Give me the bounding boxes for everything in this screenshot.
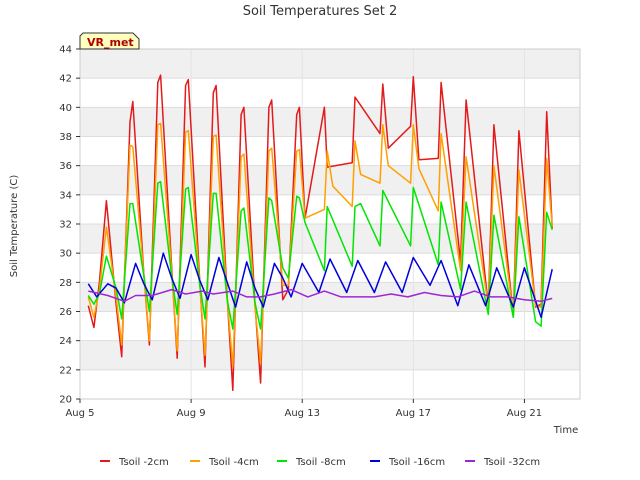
y-tick-label: 32 xyxy=(59,220,72,231)
y-tick-label: 40 xyxy=(59,103,72,114)
series-layer xyxy=(87,74,553,392)
x-tick-label: Aug 13 xyxy=(285,408,320,419)
x-tick-label: Aug 21 xyxy=(507,408,542,419)
badge-box xyxy=(79,32,140,50)
plot-band xyxy=(80,49,580,79)
legend-item: Tsoil -16cm xyxy=(370,457,445,468)
y-tick-label: 44 xyxy=(59,45,72,56)
x-tick-label: Aug 9 xyxy=(177,408,206,419)
y-tick-label: 36 xyxy=(59,161,72,172)
legend-label: Tsoil -32cm xyxy=(483,457,540,468)
y-tick-label: 24 xyxy=(59,336,72,347)
series-line-5 xyxy=(88,288,553,303)
series-line-4 xyxy=(87,252,553,319)
y-tick-label: 42 xyxy=(59,74,72,85)
y-tick-label: 30 xyxy=(59,249,72,260)
legend-label: Tsoil -16cm xyxy=(388,457,445,468)
chart-title: Soil Temperatures Set 2 xyxy=(243,4,398,19)
y-tick-label: 28 xyxy=(59,278,72,289)
x-tick-label: Aug 5 xyxy=(65,408,94,419)
legend-label: Tsoil -8cm xyxy=(295,457,346,468)
y-tick-label: 34 xyxy=(59,190,72,201)
plot-band xyxy=(80,107,580,137)
y-axis-ticks: 20 22 24 26 28 30 32 34 36 38 40 42 44 xyxy=(59,45,80,406)
legend-item: Tsoil -2cm xyxy=(100,457,169,468)
series-line-3 xyxy=(87,180,553,330)
x-axis-ticks: Aug 5 Aug 9 Aug 13 Aug 17 Aug 21 xyxy=(65,399,542,419)
y-tick-label: 26 xyxy=(59,307,72,318)
y-tick-label: 22 xyxy=(59,365,72,376)
legend-item: Tsoil -8cm xyxy=(277,457,346,468)
y-tick-label: 38 xyxy=(59,132,72,143)
badge-label: VR_met xyxy=(87,36,134,49)
x-tick-label: Aug 17 xyxy=(396,408,431,419)
legend-item: Tsoil -32cm xyxy=(465,457,540,468)
legend-item: Tsoil -4cm xyxy=(190,457,259,468)
y-axis-label: Soil Temperature (C) xyxy=(9,175,20,278)
legend-label: Tsoil -4cm xyxy=(208,457,259,468)
legend-label: Tsoil -2cm xyxy=(118,457,169,468)
plot-band xyxy=(80,340,580,370)
legend: Tsoil -2cm Tsoil -4cm Tsoil -8cm Tsoil -16c… xyxy=(100,457,540,468)
y-tick-label: 20 xyxy=(59,395,72,406)
x-axis-label: Time xyxy=(553,425,578,436)
station-badge: VR_met xyxy=(79,32,140,50)
